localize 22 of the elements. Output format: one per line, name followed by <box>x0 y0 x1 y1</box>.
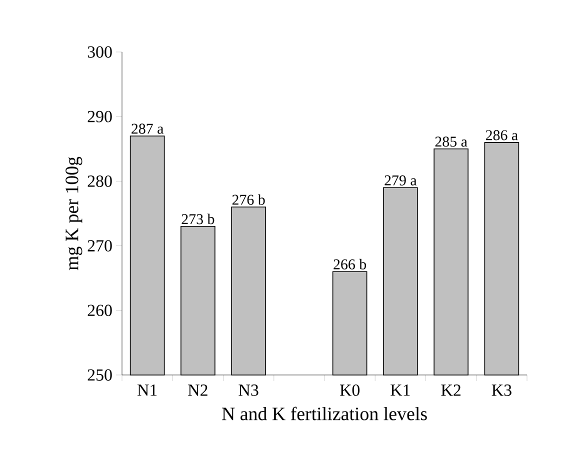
y-tick-label: 300 <box>88 46 112 58</box>
y-tick-label: 250 <box>88 369 112 381</box>
data-label: 266 b <box>334 258 366 270</box>
x-tick-label: N1 <box>137 384 157 396</box>
x-axis-title: N and K fertilization levels <box>222 406 427 420</box>
data-label: 287 a <box>132 124 164 134</box>
y-tick-label: 280 <box>88 175 112 187</box>
x-tick-label: K3 <box>492 384 512 396</box>
data-label: 273 b <box>182 214 214 224</box>
y-tick-label: 270 <box>88 240 112 252</box>
y-axis-title: mg K per 100g <box>66 156 82 270</box>
x-tick-label: N2 <box>188 384 208 396</box>
data-label: 286 a <box>486 130 518 140</box>
data-label: 279 a <box>384 175 417 186</box>
y-tick-label: 290 <box>88 110 112 122</box>
x-tick-label: K2 <box>441 384 460 396</box>
x-tick-label: K0 <box>340 384 360 396</box>
data-label: 276 b <box>232 194 265 205</box>
data-label: 285 a <box>435 136 468 147</box>
x-tick-label: N3 <box>238 384 258 396</box>
x-tick-label: K1 <box>390 384 410 396</box>
y-tick-label: 260 <box>88 304 112 316</box>
